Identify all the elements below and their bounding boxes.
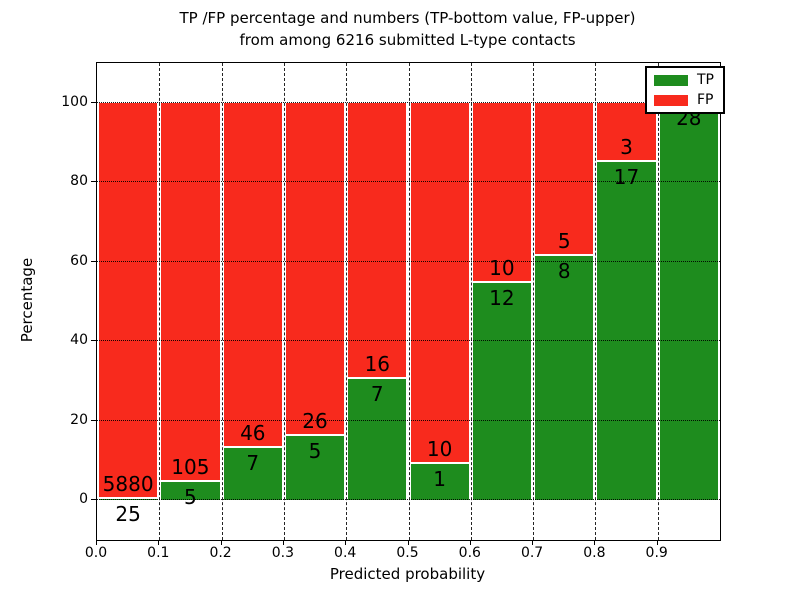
tp-swatch-icon bbox=[654, 74, 688, 86]
fp-bar-segment bbox=[285, 102, 345, 437]
fp-value-label: 3 bbox=[620, 135, 633, 160]
tp-value-label: 25 bbox=[115, 501, 141, 526]
fp-bar-segment bbox=[535, 102, 594, 256]
fp-bar-segment bbox=[410, 102, 469, 465]
fp-bar-segment bbox=[472, 102, 532, 284]
gridline-horizontal bbox=[97, 499, 720, 501]
fp-value-label: 5880 bbox=[102, 471, 154, 496]
gridline-vertical bbox=[221, 63, 223, 540]
gridline-vertical bbox=[346, 63, 348, 540]
tp-value-label: 12 bbox=[489, 286, 515, 311]
gridline-vertical bbox=[283, 63, 285, 540]
x-axis-label: Predicted probability bbox=[329, 565, 486, 583]
x-tick-label: 0.4 bbox=[334, 545, 357, 561]
tp-bar-segment bbox=[659, 102, 718, 501]
legend-item-fp: FP bbox=[654, 93, 714, 107]
y-tick-mark bbox=[91, 181, 96, 183]
x-tick-label: 0.0 bbox=[84, 545, 108, 561]
y-tick-label: 20 bbox=[70, 411, 88, 428]
x-tick-mark bbox=[656, 540, 658, 545]
y-axis-label: Percentage bbox=[18, 257, 36, 343]
x-tick-label: 0.6 bbox=[458, 545, 481, 561]
fp-value-label: 5 bbox=[557, 228, 571, 253]
gridline-vertical bbox=[595, 63, 597, 540]
fp-value-label: 105 bbox=[171, 455, 210, 480]
y-tick-label: 80 bbox=[70, 173, 88, 190]
x-tick-label: 0.9 bbox=[645, 545, 668, 561]
x-tick-mark bbox=[96, 540, 97, 545]
fp-bar-segment bbox=[161, 102, 220, 483]
gridline-horizontal bbox=[97, 260, 720, 262]
x-tick-mark bbox=[158, 540, 160, 545]
fp-bar-segment bbox=[223, 102, 282, 448]
gridline-horizontal bbox=[97, 181, 720, 183]
x-tick-mark bbox=[407, 540, 409, 545]
plot-area: 5880 25 105 5 46 7 26 5 16 7 10 1 10 12 5 8 3 17 28 bbox=[96, 62, 721, 541]
tp-value-label: 17 bbox=[613, 165, 640, 190]
x-tick-label: 0.1 bbox=[147, 545, 170, 561]
x-tick-mark bbox=[532, 540, 534, 545]
tp-bar-segment bbox=[472, 283, 532, 501]
y-tick-mark bbox=[91, 260, 96, 262]
x-tick-mark bbox=[345, 540, 347, 545]
tp-value-label: 1 bbox=[433, 467, 446, 492]
gridline-vertical bbox=[657, 63, 659, 540]
fp-bar-segment bbox=[348, 102, 407, 380]
tp-bar-segment bbox=[285, 436, 345, 501]
tp-bar-segment bbox=[223, 447, 282, 501]
fp-value-label: 46 bbox=[240, 420, 266, 445]
y-tick-label: 0 bbox=[79, 491, 88, 508]
legend-label-fp: FP bbox=[697, 92, 714, 108]
fp-swatch-icon bbox=[654, 94, 688, 106]
tp-value-label: 7 bbox=[370, 382, 384, 407]
fp-value-label: 16 bbox=[364, 352, 391, 377]
x-tick-label: 0.3 bbox=[271, 545, 295, 561]
tp-bar-segment bbox=[410, 464, 469, 501]
tp-bar-segment bbox=[348, 379, 407, 501]
gridline-horizontal bbox=[97, 340, 720, 342]
fp-bar-segment bbox=[99, 102, 158, 499]
y-tick-label: 60 bbox=[70, 252, 88, 269]
x-tick-mark bbox=[282, 540, 284, 545]
x-tick-label: 0.8 bbox=[583, 545, 606, 561]
gridline-vertical bbox=[159, 63, 161, 540]
fp-value-label: 26 bbox=[302, 409, 328, 434]
x-tick-label: 0.7 bbox=[520, 545, 544, 561]
legend-item-tp: TP bbox=[654, 73, 714, 87]
y-tick-label: 100 bbox=[61, 93, 88, 110]
fp-value-label: 10 bbox=[489, 256, 515, 281]
tp-value-label: 7 bbox=[246, 450, 260, 475]
chart-title-line-1: TP /FP percentage and numbers (TP-bottom… bbox=[179, 9, 636, 27]
tp-value-label: 8 bbox=[557, 258, 571, 283]
x-tick-mark bbox=[220, 540, 222, 545]
x-tick-mark bbox=[594, 540, 596, 545]
y-tick-mark bbox=[91, 419, 96, 421]
legend: TP FP bbox=[645, 66, 725, 114]
gridline-vertical bbox=[408, 63, 410, 540]
x-tick-label: 0.5 bbox=[396, 545, 419, 561]
fp-value-label: 10 bbox=[426, 437, 453, 462]
chart-title-line-2: from among 6216 submitted L-type contact… bbox=[239, 31, 576, 49]
gridline-vertical bbox=[533, 63, 535, 540]
y-tick-label: 40 bbox=[70, 332, 88, 349]
y-tick-mark bbox=[91, 499, 96, 501]
gridline-horizontal bbox=[97, 419, 720, 421]
gridline-vertical bbox=[470, 63, 472, 540]
tp-bar-segment bbox=[161, 482, 220, 501]
tp-value-label: 5 bbox=[184, 485, 197, 510]
tp-bar-segment bbox=[597, 162, 656, 501]
y-tick-mark bbox=[91, 101, 96, 103]
y-tick-mark bbox=[91, 340, 96, 342]
legend-label-tp: TP bbox=[697, 72, 714, 88]
gridline-horizontal bbox=[97, 101, 720, 103]
x-tick-label: 0.2 bbox=[209, 545, 232, 561]
tp-bar-segment bbox=[535, 255, 594, 501]
x-tick-mark bbox=[469, 540, 471, 545]
tp-value-label: 5 bbox=[308, 439, 322, 464]
